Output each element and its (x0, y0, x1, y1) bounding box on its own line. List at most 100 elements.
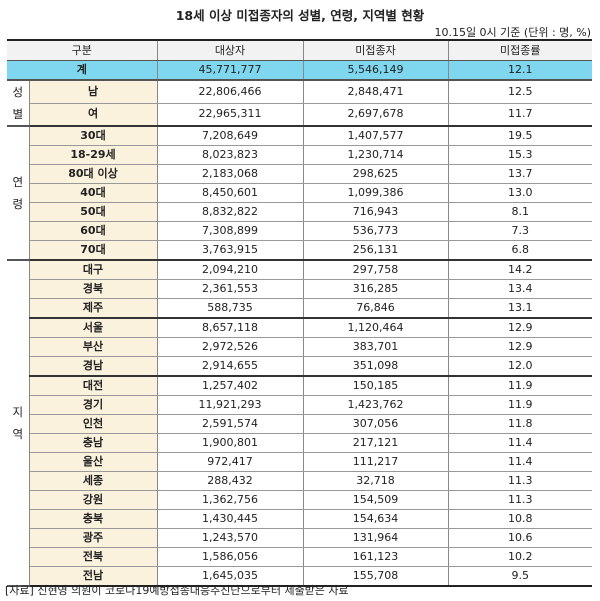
row-label: 충북 (29, 509, 158, 529)
row-label: 70대 (29, 240, 158, 261)
table-row: 여 22,965,311 2,697,678 11.7 (7, 103, 592, 127)
target-value: 3,763,915 (156, 240, 304, 261)
rate-value: 10.2 (447, 547, 592, 567)
rate-value: 13.0 (447, 183, 592, 203)
table-row: 지 역 대구 2,094,210 297,758 14.2 (7, 260, 592, 587)
target-value: 1,243,570 (156, 528, 304, 548)
rate-value: 10.6 (447, 528, 592, 548)
row-label: 대구 (28, 260, 158, 280)
rate-value: 10.8 (447, 509, 592, 529)
row-label: 50대 (29, 202, 158, 222)
target-value: 7,308,899 (156, 221, 304, 241)
unvaccinated-value: 76,846 (302, 298, 449, 319)
rate-value: 13.7 (447, 164, 592, 184)
total-label: 계 (7, 60, 158, 81)
rate-value: 11.8 (447, 414, 592, 434)
target-value: 11,921,293 (156, 395, 304, 415)
target-value: 7,208,649 (156, 126, 304, 146)
table-row: 80대 이상 2,183,068 298,625 13.7 (7, 164, 592, 184)
unvaccinated-table: 구분 대상자 미접종자 미접종률 계 45,771,777 5,546,149 … (7, 39, 592, 587)
table-row: 연 령 30대 7,208,649 1,407,577 19.5 (7, 126, 592, 261)
target-value: 2,972,526 (156, 337, 304, 357)
table-row: 대전 1,257,402 150,185 11.9 (7, 376, 592, 396)
target-value: 8,832,822 (156, 202, 304, 222)
rate-value: 13.4 (447, 279, 592, 299)
table-row: 인천 2,591,574 307,056 11.8 (7, 414, 592, 434)
rate-value: 13.1 (447, 298, 592, 319)
rate-value: 11.7 (447, 103, 592, 127)
table-row: 18-29세 8,023,823 1,230,714 15.3 (7, 145, 592, 165)
rate-value: 11.4 (447, 433, 592, 453)
row-label: 경북 (29, 279, 158, 299)
target-value: 8,450,601 (156, 183, 304, 203)
table-row: 60대 7,308,899 536,773 7.3 (7, 221, 592, 241)
table-row: 50대 8,832,822 716,943 8.1 (7, 202, 592, 222)
unvaccinated-value: 217,121 (302, 433, 449, 453)
row-label: 경남 (29, 356, 158, 377)
rate-value: 14.2 (447, 260, 592, 280)
table-row: 충남 1,900,801 217,121 11.4 (7, 433, 592, 453)
unvaccinated-value: 307,056 (302, 414, 449, 434)
rate-value: 11.9 (447, 376, 592, 396)
target-value: 2,094,210 (156, 260, 304, 280)
unvaccinated-value: 1,230,714 (302, 145, 449, 165)
target-value: 588,735 (156, 298, 304, 319)
row-label: 40대 (29, 183, 158, 203)
target-value: 8,657,118 (156, 318, 304, 338)
row-label: 울산 (29, 452, 158, 472)
target-value: 22,806,466 (156, 80, 304, 104)
source-note: [자료] 신현영 의원이 코로나19예방접종대응추진단으로부터 제출받은 자료 (5, 584, 349, 597)
header-category: 구분 (7, 39, 158, 61)
total-rate: 12.1 (447, 60, 592, 81)
header-target: 대상자 (156, 39, 304, 61)
total-unvaccinated: 5,546,149 (302, 60, 449, 81)
table-row: 충북 1,430,445 154,634 10.8 (7, 509, 592, 529)
row-label: 서울 (29, 318, 158, 338)
rate-value: 11.3 (447, 490, 592, 510)
target-value: 22,965,311 (156, 103, 304, 127)
rate-value: 19.5 (447, 126, 592, 146)
target-value: 2,914,655 (156, 356, 304, 377)
target-value: 1,430,445 (156, 509, 304, 529)
rate-value: 11.4 (447, 452, 592, 472)
unvaccinated-value: 131,964 (302, 528, 449, 548)
table-row: 광주 1,243,570 131,964 10.6 (7, 528, 592, 548)
target-value: 1,900,801 (156, 433, 304, 453)
unvaccinated-value: 297,758 (302, 260, 449, 280)
table-row: 성 별 남 22,806,466 2,848,471 12.5 (7, 80, 592, 127)
unvaccinated-value: 150,185 (302, 376, 449, 396)
unvaccinated-value: 716,943 (302, 202, 449, 222)
row-label: 인천 (29, 414, 158, 434)
rate-value: 11.9 (447, 395, 592, 415)
header-row: 구분 대상자 미접종자 미접종률 (7, 39, 592, 61)
row-label: 세종 (29, 471, 158, 491)
unvaccinated-value: 154,509 (302, 490, 449, 510)
table-row: 울산 972,417 111,217 11.4 (7, 452, 592, 472)
unvaccinated-value: 256,131 (302, 240, 449, 261)
unvaccinated-value: 111,217 (302, 452, 449, 472)
rate-value: 12.9 (447, 337, 592, 357)
total-target: 45,771,777 (156, 60, 304, 81)
table-row: 70대 3,763,915 256,131 6.8 (7, 240, 592, 261)
table-row: 제주 588,735 76,846 13.1 (7, 298, 592, 319)
rate-value: 12.0 (447, 356, 592, 377)
table-row: 서울 8,657,118 1,120,464 12.9 (7, 318, 592, 338)
target-value: 2,361,553 (156, 279, 304, 299)
rate-value: 15.3 (447, 145, 592, 165)
unvaccinated-value: 351,098 (302, 356, 449, 377)
target-value: 1,586,056 (156, 547, 304, 567)
table-row: 강원 1,362,756 154,509 11.3 (7, 490, 592, 510)
rate-value: 9.5 (447, 566, 592, 587)
target-value: 288,432 (156, 471, 304, 491)
target-value: 1,257,402 (156, 376, 304, 396)
rate-value: 12.5 (447, 80, 592, 104)
table-title: 18세 이상 미접종자의 성별, 연령, 지역별 현황 (175, 8, 425, 23)
row-label: 강원 (29, 490, 158, 510)
target-value: 2,183,068 (156, 164, 304, 184)
row-label: 부산 (29, 337, 158, 357)
target-value: 1,645,035 (156, 566, 304, 587)
unvaccinated-value: 536,773 (302, 221, 449, 241)
